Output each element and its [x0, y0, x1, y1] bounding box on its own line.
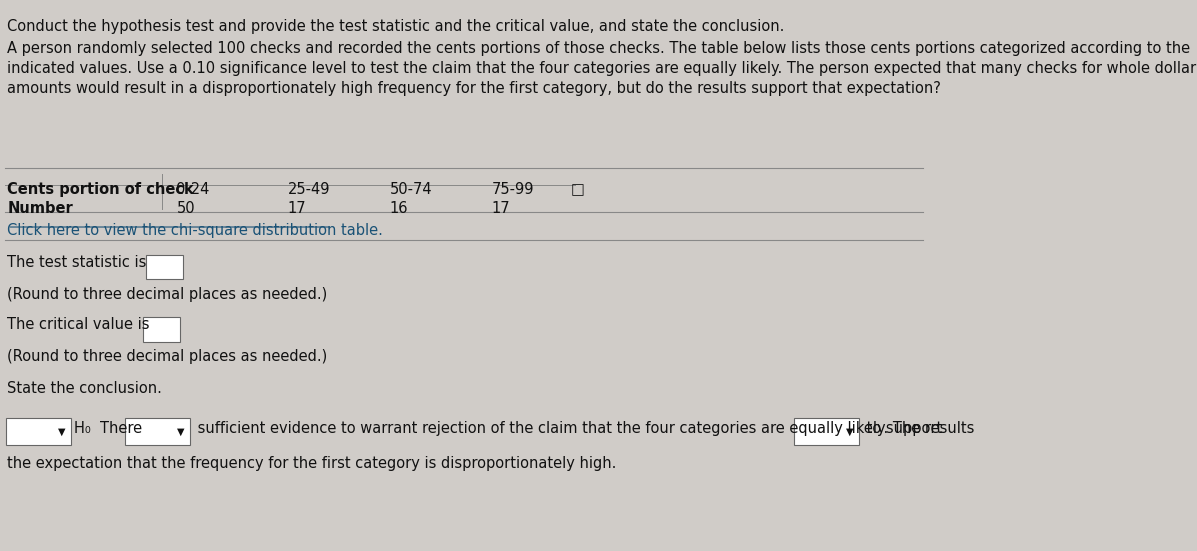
- FancyBboxPatch shape: [126, 418, 190, 445]
- FancyBboxPatch shape: [142, 317, 180, 342]
- Text: □: □: [571, 182, 584, 197]
- Text: 17: 17: [492, 201, 511, 216]
- Text: State the conclusion.: State the conclusion.: [7, 381, 163, 396]
- Text: 17: 17: [287, 201, 306, 216]
- Text: 0-24: 0-24: [176, 182, 209, 197]
- Text: (Round to three decimal places as needed.): (Round to three decimal places as needed…: [7, 287, 328, 301]
- Text: The critical value is: The critical value is: [7, 317, 150, 332]
- FancyBboxPatch shape: [146, 255, 183, 279]
- Text: (Round to three decimal places as needed.): (Round to three decimal places as needed…: [7, 349, 328, 364]
- Text: 50-74: 50-74: [390, 182, 432, 197]
- Text: to support: to support: [862, 421, 942, 436]
- Text: Cents portion of check: Cents portion of check: [7, 182, 194, 197]
- Text: H₀  There: H₀ There: [74, 421, 142, 436]
- Text: A person randomly selected 100 checks and recorded the cents portions of those c: A person randomly selected 100 checks an…: [7, 41, 1197, 96]
- Text: The test statistic is: The test statistic is: [7, 255, 147, 269]
- Text: Conduct the hypothesis test and provide the test statistic and the critical valu: Conduct the hypothesis test and provide …: [7, 19, 785, 34]
- Text: ▼: ▼: [846, 426, 853, 436]
- Text: ▼: ▼: [59, 426, 66, 436]
- Text: 75-99: 75-99: [492, 182, 534, 197]
- Text: Number: Number: [7, 201, 73, 216]
- Text: ▼: ▼: [177, 426, 184, 436]
- Text: the expectation that the frequency for the first category is disproportionately : the expectation that the frequency for t…: [7, 456, 616, 471]
- Text: 25-49: 25-49: [287, 182, 330, 197]
- FancyBboxPatch shape: [795, 418, 859, 445]
- FancyBboxPatch shape: [6, 418, 72, 445]
- Text: 50: 50: [176, 201, 195, 216]
- Text: 16: 16: [390, 201, 408, 216]
- Text: Click here to view the chi-square distribution table.: Click here to view the chi-square distri…: [7, 223, 383, 238]
- Text: sufficient evidence to warrant rejection of the claim that the four categories a: sufficient evidence to warrant rejection…: [193, 421, 974, 436]
